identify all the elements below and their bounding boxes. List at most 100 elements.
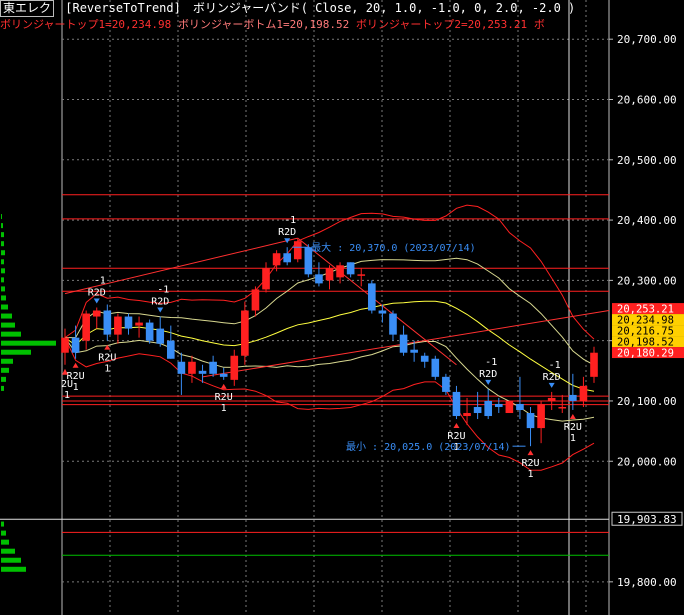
- start-signal-count: 1: [64, 390, 70, 401]
- candle-body[interactable]: [209, 361, 217, 374]
- candle-body[interactable]: [114, 316, 122, 335]
- axis-label: 20,000.00: [617, 455, 677, 468]
- volume-profile-bar: [1, 286, 5, 292]
- candle-body[interactable]: [410, 349, 418, 353]
- up-signal-arrow: [104, 344, 111, 350]
- candles[interactable]: [61, 238, 598, 447]
- band-bottom1-readout: ボリンジャーボトム1=20,198.52: [177, 18, 350, 31]
- min-annotation: 最小 : 20,025.0 (2023/07/14): [346, 441, 511, 453]
- candle-body[interactable]: [283, 253, 291, 263]
- candle-body[interactable]: [484, 400, 493, 417]
- up-signal-count: 1: [221, 403, 227, 414]
- down-signal-arrow: [548, 382, 555, 388]
- up-signal-label: R2U: [215, 392, 233, 403]
- band-price-tag-bg: [612, 303, 684, 315]
- bollinger-lower2: [64, 337, 595, 471]
- candle-body[interactable]: [526, 413, 535, 429]
- candle-body[interactable]: [304, 247, 313, 275]
- candle-body[interactable]: [198, 370, 207, 374]
- candle-body[interactable]: [82, 313, 90, 341]
- candle-body[interactable]: [547, 397, 556, 401]
- axis-label: 20,600.00: [617, 93, 677, 106]
- candle-body[interactable]: [569, 394, 577, 401]
- volume-profile-bar: [1, 214, 2, 220]
- bollinger-upper2: [64, 204, 595, 340]
- candle-body[interactable]: [135, 322, 143, 326]
- candle-body[interactable]: [452, 391, 461, 417]
- candle-body[interactable]: [145, 322, 154, 341]
- axis-label: 19,800.00: [617, 576, 677, 589]
- band-price-tag-bg: [612, 336, 684, 348]
- down-signal-label: R2D: [543, 372, 561, 383]
- down-signal-count: -1: [157, 285, 169, 296]
- down-signal-count: -1: [485, 357, 497, 368]
- up-signal-label: R2U: [98, 353, 116, 364]
- candle-body[interactable]: [241, 310, 249, 356]
- candle-body[interactable]: [219, 373, 228, 377]
- band-price-tag: 20,180.29: [617, 348, 674, 360]
- candle-body[interactable]: [103, 310, 112, 335]
- down-signal-arrow: [284, 238, 291, 244]
- candle-body[interactable]: [505, 400, 514, 414]
- candle-body[interactable]: [262, 268, 270, 290]
- candle-body[interactable]: [346, 262, 355, 275]
- candle-body[interactable]: [325, 268, 334, 281]
- start-signal-label: 2U: [61, 379, 73, 390]
- candle-body[interactable]: [177, 361, 186, 374]
- volume-profile-bar: [1, 259, 4, 265]
- candle-body[interactable]: [251, 289, 260, 311]
- grid: [0, 0, 610, 615]
- volume-profile-bar: [1, 304, 8, 310]
- candle-body[interactable]: [357, 274, 366, 276]
- candle-body[interactable]: [230, 355, 239, 380]
- candle-body[interactable]: [537, 403, 545, 429]
- candle-body[interactable]: [188, 361, 196, 374]
- candle-body[interactable]: [124, 316, 133, 329]
- band-price-tag: 20,253.21: [617, 304, 674, 316]
- volume-profile-bar: [1, 331, 21, 337]
- indicator-label: [ReverseToTrend] ボリンジャーバンド( Close, 20, 1…: [65, 1, 576, 15]
- candle-body[interactable]: [494, 403, 503, 407]
- volume-profile-bar: [1, 376, 6, 382]
- candle-body[interactable]: [399, 334, 408, 353]
- candle-body[interactable]: [61, 337, 69, 353]
- candle-body[interactable]: [558, 406, 567, 409]
- volume-profile-bar: [1, 241, 4, 247]
- candle-body[interactable]: [516, 403, 524, 410]
- volume-profile-bar: [1, 349, 31, 355]
- candle-body[interactable]: [442, 376, 450, 392]
- volume-profile: [1, 214, 56, 572]
- down-signal-count: -1: [549, 360, 561, 371]
- up-signal-count: 1: [104, 364, 110, 375]
- axis-label: 20,700.00: [617, 33, 677, 46]
- candle-body[interactable]: [579, 385, 588, 401]
- candle-body[interactable]: [590, 352, 598, 377]
- candle-body[interactable]: [336, 265, 344, 278]
- symbol-label[interactable]: 東エレク: [0, 0, 55, 17]
- candle-body[interactable]: [156, 328, 165, 344]
- volume-profile-bar: [1, 539, 9, 545]
- candle-body[interactable]: [378, 310, 387, 314]
- candle-body[interactable]: [272, 253, 281, 266]
- candle-body[interactable]: [166, 340, 175, 359]
- candle-body[interactable]: [293, 241, 302, 260]
- candle-body[interactable]: [463, 413, 471, 417]
- trend-line: [64, 237, 298, 295]
- volume-profile-bar: [1, 521, 4, 527]
- candle-body[interactable]: [71, 337, 80, 353]
- down-signal-count: -1: [94, 276, 106, 287]
- volume-profile-bar: [1, 358, 13, 364]
- candle-body[interactable]: [431, 358, 440, 377]
- candle-body[interactable]: [92, 310, 101, 317]
- candle-body[interactable]: [315, 274, 323, 284]
- candle-body[interactable]: [389, 313, 397, 335]
- band-price-tag-bg: [612, 325, 684, 337]
- candle-body[interactable]: [473, 406, 482, 414]
- down-signal-label: R2D: [88, 288, 106, 299]
- candle-body[interactable]: [420, 355, 429, 362]
- candle-body[interactable]: [368, 283, 376, 311]
- volume-profile-bar: [1, 232, 4, 238]
- axis-label: 20,400.00: [617, 214, 677, 227]
